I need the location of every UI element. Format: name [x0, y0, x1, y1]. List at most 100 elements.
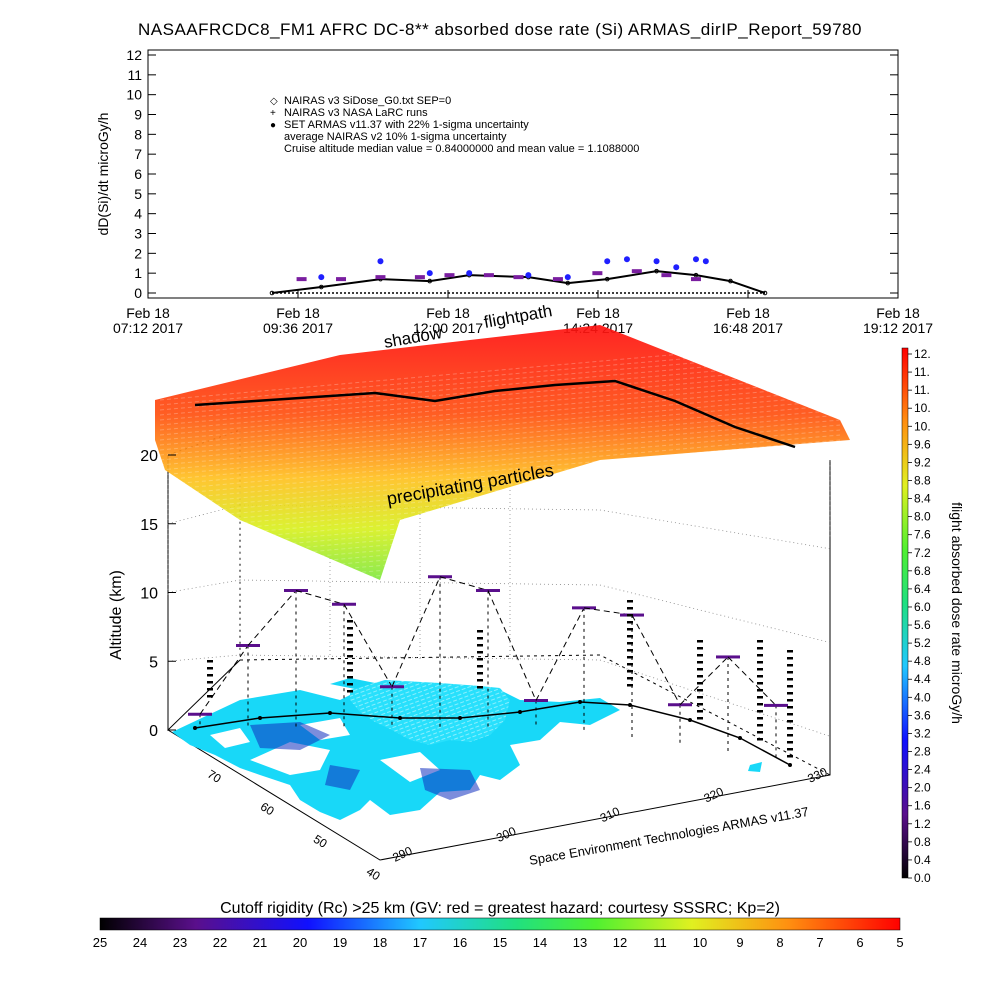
top-point	[427, 278, 433, 284]
profile-dot	[757, 675, 763, 678]
lon-tick-label: 290	[390, 843, 414, 864]
bottom-colorbar-tick-label: 7	[816, 935, 823, 950]
map-floor	[172, 678, 762, 820]
profile-dot	[787, 748, 793, 751]
water-bodies	[210, 718, 440, 782]
grid-line	[167, 654, 241, 662]
legend-symbol: ◇	[270, 96, 278, 107]
bottom-colorbar-tick-label: 8	[776, 935, 783, 950]
bottom-colorbar-tick-label: 6	[856, 935, 863, 950]
top-point-armas	[623, 256, 630, 263]
top-y-tick-label: 6	[134, 166, 142, 182]
right-colorbar-tick-label: 8.0	[914, 510, 931, 524]
top-point	[762, 290, 768, 296]
bottom-colorbar-tick-label: 24	[133, 935, 147, 950]
right-colorbar: 12. 11. 11. 10. 10. 9.6 9.2 8.8 8.4 8.0 7.6 7.2 6.8 6…	[901, 347, 965, 885]
profile-dot	[697, 717, 703, 720]
profile-dot	[207, 667, 213, 670]
profile-dot	[347, 655, 353, 658]
bottom-colorbar-tick-label: 15	[493, 935, 507, 950]
top-point	[654, 268, 659, 274]
top-y-tick-label: 1	[134, 265, 142, 281]
profile-segment	[727, 656, 777, 706]
right-colorbar-tick-label: 2.0	[914, 781, 931, 795]
right-colorbar-ticks: 12. 11. 11. 10. 10. 9.6 9.2 8.8 8.4 8.0 7.6 7.2 6.8 6…	[908, 347, 931, 885]
grid-line	[599, 509, 831, 550]
legend-entry: NAIRAS v3 SiDose_G0.txt SEP=0	[284, 95, 451, 107]
profile-dot	[347, 648, 353, 651]
profile-dot	[757, 647, 763, 650]
bottom-colorbar-tick-label: 20	[293, 935, 307, 950]
layer-hatch-line	[159, 489, 841, 551]
profile-dot	[347, 662, 353, 665]
top-point-armas	[318, 274, 325, 281]
layer-hatch-line	[159, 439, 841, 501]
top-x-tick-time: 19:12 2017	[863, 320, 933, 336]
layer-hatch-line	[159, 459, 841, 521]
precipitating-particles-layer	[155, 325, 850, 580]
shadow-mark	[458, 716, 462, 720]
profile-dot	[347, 634, 353, 637]
top-point-nairas	[296, 277, 307, 282]
profile-dot	[477, 672, 483, 675]
top-x-tick-date: Feb 18	[126, 305, 170, 321]
right-colorbar-tick-label: 11.	[914, 383, 930, 397]
bottom-colorbar-tick-label: 5	[896, 935, 903, 950]
profile-dot	[627, 670, 633, 673]
profile-dot	[757, 731, 763, 734]
top-point	[604, 276, 610, 282]
layer-hatch-line	[159, 499, 841, 561]
bottom-colorbar-ticks: 25 24 23 22 21 20 19 18 17 16 15 14 13 12 11 10 9 8 7 6 5	[93, 935, 904, 950]
right-colorbar-tick-label: 4.8	[914, 654, 931, 668]
profile-dot	[757, 724, 763, 727]
profile-dot	[477, 658, 483, 661]
right-colorbar-tick-label: 0.4	[914, 853, 931, 867]
bottom-colorbar-tick-label: 22	[213, 935, 227, 950]
layer-hatch-line	[159, 474, 841, 536]
layer-hatch-line	[159, 519, 841, 581]
profile-dot	[787, 741, 793, 744]
top-plot-frame	[147, 49, 899, 299]
profile-dot	[787, 713, 793, 716]
profile-dot	[757, 682, 763, 685]
top-y-tick-label: 12	[126, 47, 142, 63]
page-title: NASAAFRCDC8_FM1 AFRC DC-8** absorbed dos…	[138, 20, 862, 39]
top-point-armas	[525, 272, 532, 279]
layer-hatch-line	[159, 514, 841, 576]
top-point-nairas	[592, 271, 603, 276]
shadow-mark	[628, 703, 632, 707]
top-point-armas	[653, 258, 660, 265]
profile-dot	[757, 668, 763, 671]
profile-dot	[627, 628, 633, 631]
top-point-nairas	[690, 277, 701, 282]
right-colorbar-tick-label: 11.	[914, 365, 930, 379]
profile-dot	[627, 677, 633, 680]
layer-hatch-line	[159, 454, 841, 516]
layer-hatch-line	[159, 389, 841, 451]
top-x-tick-date: Feb 18	[726, 305, 770, 321]
top-point-nairas	[513, 275, 524, 280]
right-colorbar-tick-label: 3.6	[914, 708, 931, 722]
profile-segment	[343, 603, 393, 688]
top-point-nairas	[336, 277, 347, 282]
layer-hatch-line	[159, 484, 841, 546]
land-islands	[560, 700, 762, 772]
profile-dot	[347, 641, 353, 644]
profile-dot	[697, 703, 703, 706]
right-colorbar-tick-label: 4.0	[914, 690, 931, 704]
top-x-tick-date: Feb 18	[426, 305, 470, 321]
three-d-panel: flightpath shadow precipitating particle…	[108, 301, 850, 884]
top-legend: ◇ NAIRAS v3 SiDose_G0.txt SEP=0 + NAIRAS v3…	[270, 95, 639, 155]
profile-dot	[697, 661, 703, 664]
profile-dot	[477, 630, 483, 633]
layer-hatch-line	[159, 369, 841, 431]
bottom-colorbar-tick-label: 10	[693, 935, 707, 950]
bottom-colorbar-tick-label: 12	[613, 935, 627, 950]
layer-hatch-line	[159, 494, 841, 556]
z-tick-label: 5	[149, 654, 158, 671]
profile-dot	[697, 682, 703, 685]
profile-dot	[347, 620, 353, 623]
legend-entry: Cruise altitude median value = 0.8400000…	[284, 143, 639, 155]
layer-hatch-line	[159, 344, 841, 406]
